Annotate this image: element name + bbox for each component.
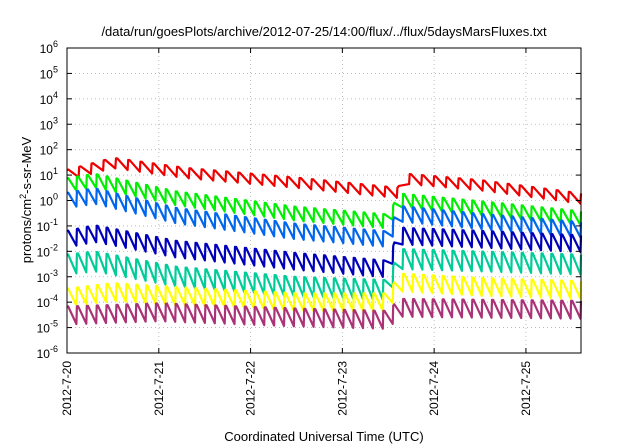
axis-ticks: 10-6 10-5 10-4 10-3 10-2 10-1 100 101 102 103 104 1… (37, 39, 581, 416)
x-tick-label: 2012-7-23 (335, 361, 349, 416)
y-tick-label: 100 (40, 192, 58, 209)
y-tick-label: 10-6 (37, 344, 58, 361)
series-line-5 (66, 248, 583, 301)
y-tick-label: 106 (40, 39, 58, 56)
y-tick-label: 102 (40, 141, 58, 158)
x-tick-label: 2012-7-24 (427, 361, 441, 416)
y-tick-label: 10-3 (37, 268, 58, 285)
y-tick-label: 10-2 (37, 242, 58, 259)
y-tick-label: 10-1 (37, 217, 58, 234)
series-line-3 (66, 187, 583, 248)
chart-title: /data/run/goesPlots/archive/2012-07-25/1… (101, 24, 547, 39)
x-tick-label: 2012-7-25 (519, 361, 533, 416)
y-tick-label: 104 (40, 90, 58, 107)
y-axis-label: protons/cm2-s-sr-MeV (18, 136, 34, 263)
y-tick-label: 101 (40, 166, 58, 183)
y-tick-label: 10-4 (37, 293, 58, 310)
series-line-1 (66, 157, 583, 205)
y-tick-label: 10-5 (37, 319, 58, 336)
series-line-4 (66, 224, 583, 278)
series-line-7 (66, 297, 583, 330)
x-axis-label: Coordinated Universal Time (UTC) (224, 429, 423, 444)
x-tick-label: 2012-7-22 (244, 361, 258, 416)
series-group (66, 157, 583, 330)
y-tick-label: 103 (40, 115, 58, 132)
x-tick-label: 2012-7-20 (60, 361, 74, 416)
series-line-2 (66, 173, 583, 229)
y-tick-label: 105 (40, 64, 58, 81)
x-tick-label: 2012-7-21 (152, 361, 166, 416)
